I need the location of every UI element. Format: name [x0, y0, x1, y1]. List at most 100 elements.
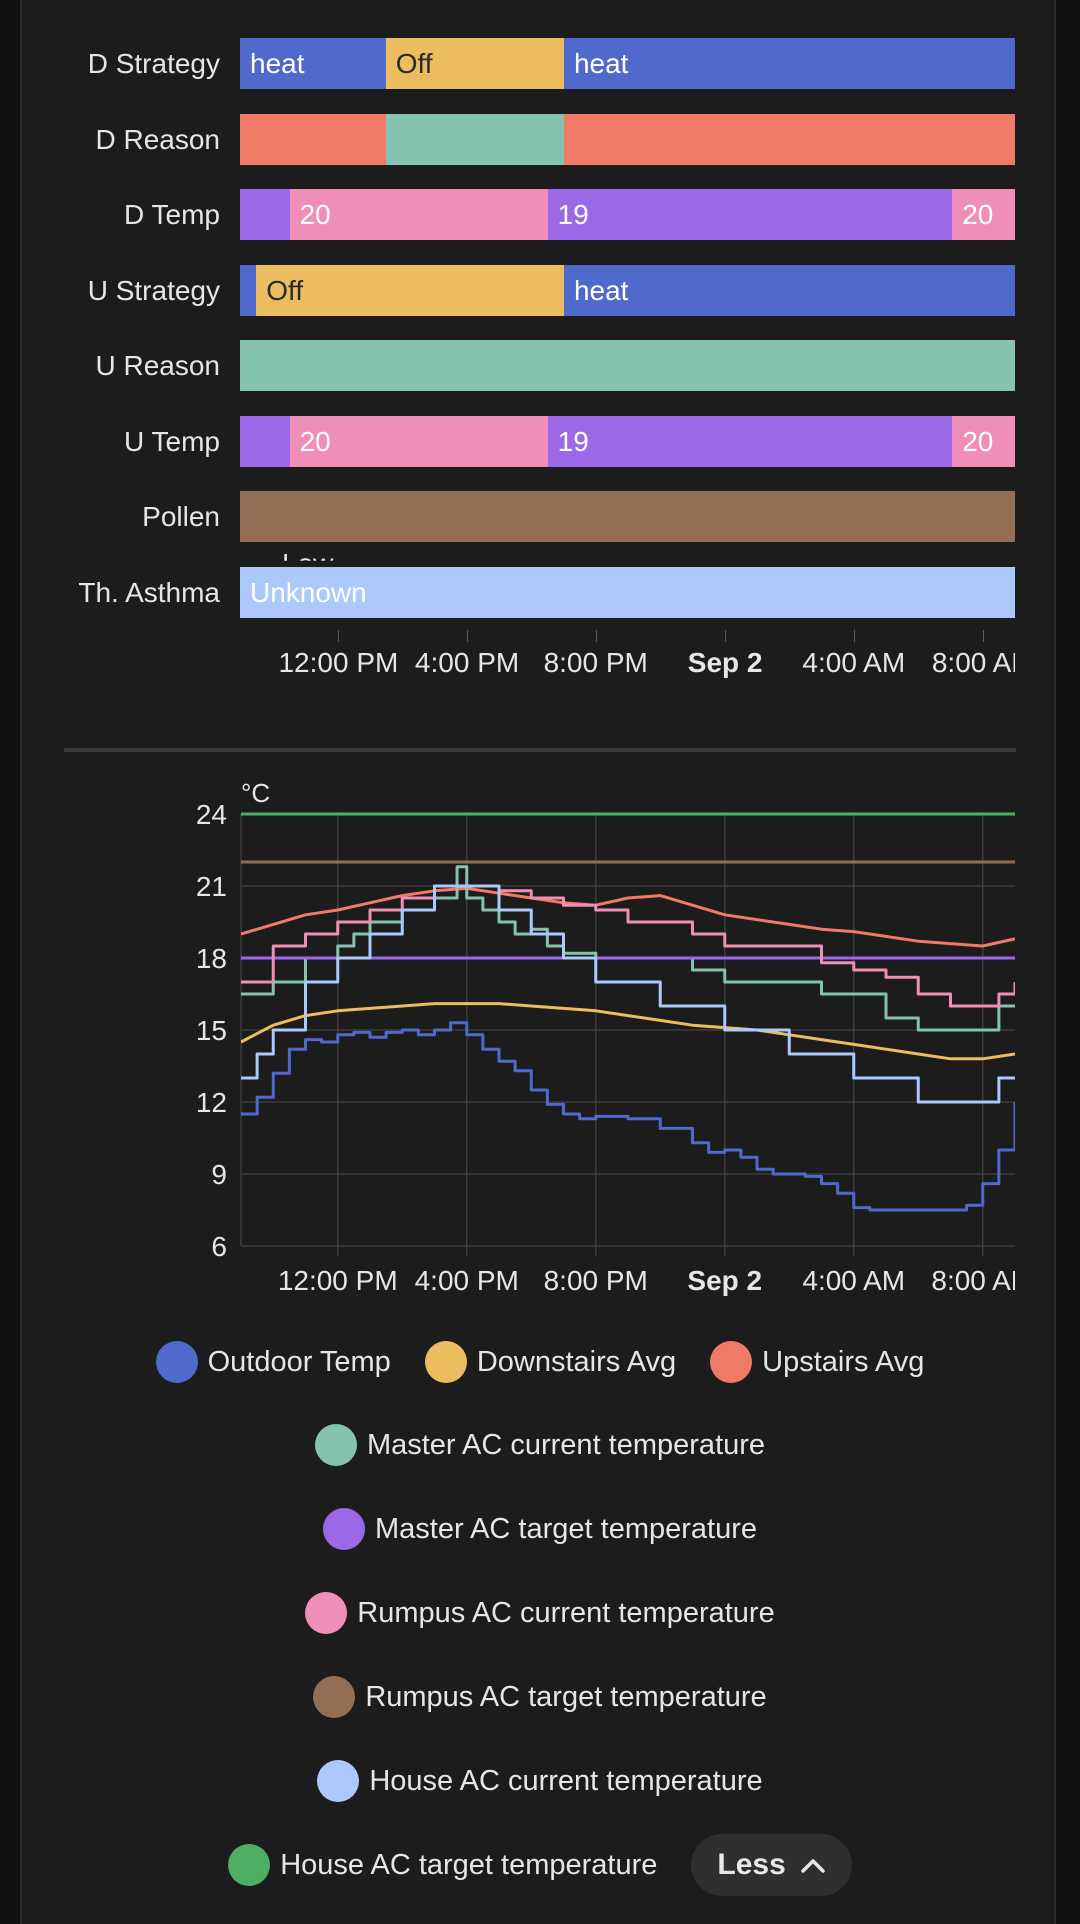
timeline-row[interactable]: Unknown: [240, 566, 1015, 618]
legend-color-dot: [313, 1676, 356, 1718]
timeline-x-label: 4:00 AM: [802, 647, 906, 678]
timeline-segment[interactable]: heat: [563, 264, 1015, 316]
legend-row: House AC target temperature Less: [0, 1834, 1080, 1896]
legend-item[interactable]: Outdoor Temp: [155, 1341, 391, 1383]
legend-less-button[interactable]: Less: [691, 1834, 852, 1896]
temperature-line-chart: 6 9 12 15 18 21 24 12:00 PM 4:00 PM 8:00 PM Sep 2 4…: [196, 778, 1034, 1296]
timeline-label-d-strategy: D Strategy: [87, 48, 220, 79]
pollen-overflow-label: Low: [282, 548, 333, 561]
x-tick-label: 12:00 PM: [278, 1265, 398, 1296]
x-tick-label: 8:00 AM: [931, 1265, 1034, 1296]
timeline-segment[interactable]: [385, 113, 564, 165]
series-line-master-ac-current-temperature: [241, 865, 1015, 1032]
legend-label: Rumpus AC target temperature: [365, 1680, 767, 1713]
legend-label: Master AC target temperature: [375, 1512, 757, 1545]
x-tick-label: 4:00 AM: [802, 1265, 905, 1296]
timeline-segment[interactable]: [240, 189, 290, 240]
legend-label: Outdoor Temp: [207, 1345, 391, 1378]
timeline-label-pollen: Pollen: [142, 501, 220, 532]
legend-label: Upstairs Avg: [762, 1345, 925, 1378]
legend-item[interactable]: House AC target temperature: [228, 1844, 657, 1886]
legend-label: House AC target temperature: [280, 1848, 658, 1881]
legend-color-dot: [155, 1341, 198, 1383]
timeline-segment[interactable]: Unknown: [240, 566, 1015, 618]
legend-row: House AC current temperature: [0, 1750, 1080, 1812]
chevron-up-icon: [800, 1848, 826, 1882]
timeline-segment[interactable]: [240, 491, 1015, 542]
legend-row: Master AC current temperature: [0, 1414, 1080, 1476]
timeline-segment[interactable]: 19: [547, 189, 953, 240]
legend-row: Outdoor Temp Downstairs Avg Upstairs Avg: [0, 1331, 1080, 1393]
timeline-segment[interactable]: [240, 264, 257, 316]
timeline-segment[interactable]: heat: [240, 38, 386, 89]
timeline-row[interactable]: heat Off heat: [240, 38, 1015, 89]
timeline-segment[interactable]: [240, 415, 290, 467]
timeline-segment[interactable]: 20: [952, 189, 1015, 240]
timeline-segment[interactable]: [240, 113, 386, 165]
series-line-house-ac-current-temperature: [241, 884, 1015, 1104]
divider: [64, 748, 1016, 752]
timeline-x-tick: [725, 630, 727, 642]
timeline-segment[interactable]: Off: [256, 264, 564, 316]
legend-item[interactable]: Master AC current temperature: [314, 1424, 765, 1466]
y-tick-label: 24: [196, 799, 227, 830]
legend-color-dot: [228, 1844, 271, 1886]
timeline-row[interactable]: [240, 491, 1015, 542]
timeline-segment[interactable]: Off: [385, 38, 564, 89]
timeline-x-label: 4:00 PM: [414, 647, 520, 678]
timeline-row[interactable]: 20 19 20: [240, 415, 1015, 467]
timeline-x-tick: [595, 630, 597, 642]
legend-item[interactable]: Rumpus AC target temperature: [313, 1676, 767, 1718]
y-tick-label: 6: [211, 1231, 227, 1262]
timeline-label-d-temp: D Temp: [124, 199, 220, 230]
timeline-segment[interactable]: 20: [289, 415, 548, 467]
legend-item[interactable]: Master AC target temperature: [323, 1508, 757, 1550]
legend-item[interactable]: House AC current temperature: [317, 1760, 763, 1802]
timeline-row[interactable]: [240, 113, 1015, 165]
legend-row: Master AC target temperature: [0, 1498, 1080, 1560]
timeline-segment[interactable]: [240, 340, 1015, 391]
legend-item[interactable]: Upstairs Avg: [710, 1341, 924, 1383]
legend-color-dot: [317, 1760, 360, 1802]
x-tick-label: 8:00 PM: [544, 1265, 648, 1296]
timeline-segment[interactable]: [563, 113, 1015, 165]
timeline-x-label: 12:00 PM: [278, 647, 399, 678]
timeline-x-label: 8:00 PM: [543, 647, 648, 678]
timeline-label-d-reason: D Reason: [95, 123, 220, 155]
y-unit-label: °C: [241, 778, 270, 808]
timeline-segment[interactable]: 20: [289, 189, 548, 240]
legend-row: Rumpus AC current temperature: [0, 1582, 1080, 1644]
legend-label: Rumpus AC current temperature: [357, 1596, 775, 1629]
timeline-label-u-strategy: U Strategy: [87, 274, 220, 306]
timeline-segment[interactable]: heat: [563, 38, 1015, 89]
legend-color-dot: [314, 1424, 357, 1466]
timeline-x-label: Sep 2: [687, 647, 763, 678]
legend-item[interactable]: Rumpus AC current temperature: [305, 1592, 775, 1634]
timeline-label-u-temp: U Temp: [124, 425, 220, 457]
legend-color-dot: [305, 1592, 348, 1634]
legend-color-dot: [710, 1341, 753, 1383]
legend-color-dot: [424, 1341, 467, 1383]
legend-label: House AC current temperature: [369, 1764, 763, 1797]
less-button-label: Less: [717, 1848, 786, 1881]
timeline-row[interactable]: [240, 340, 1015, 391]
timeline-segment[interactable]: 20: [952, 415, 1015, 467]
timeline-x-tick: [338, 630, 340, 642]
timeline-row[interactable]: Off heat: [240, 264, 1015, 316]
series-line-rumpus-ac-current-temperature: [241, 884, 1015, 1008]
timeline-x-label: 8:00 AM: [931, 647, 1015, 678]
y-tick-label: 18: [196, 943, 227, 974]
y-tick-label: 12: [196, 1087, 227, 1118]
legend-row: Rumpus AC target temperature: [0, 1666, 1080, 1728]
series-line-outdoor-temp: [241, 1021, 1015, 1212]
y-tick-label: 15: [196, 1015, 227, 1046]
history-card: [20, 0, 1056, 1924]
y-tick-label: 21: [196, 871, 227, 902]
legend-item[interactable]: Downstairs Avg: [424, 1341, 676, 1383]
timeline-segment[interactable]: 19: [547, 415, 953, 467]
timeline-label-u-reason: U Reason: [95, 350, 220, 381]
timeline-x-tick: [983, 630, 985, 642]
legend-color-dot: [323, 1508, 365, 1550]
timeline-row[interactable]: 20 19 20: [240, 189, 1015, 240]
timeline-x-tick: [853, 630, 855, 642]
